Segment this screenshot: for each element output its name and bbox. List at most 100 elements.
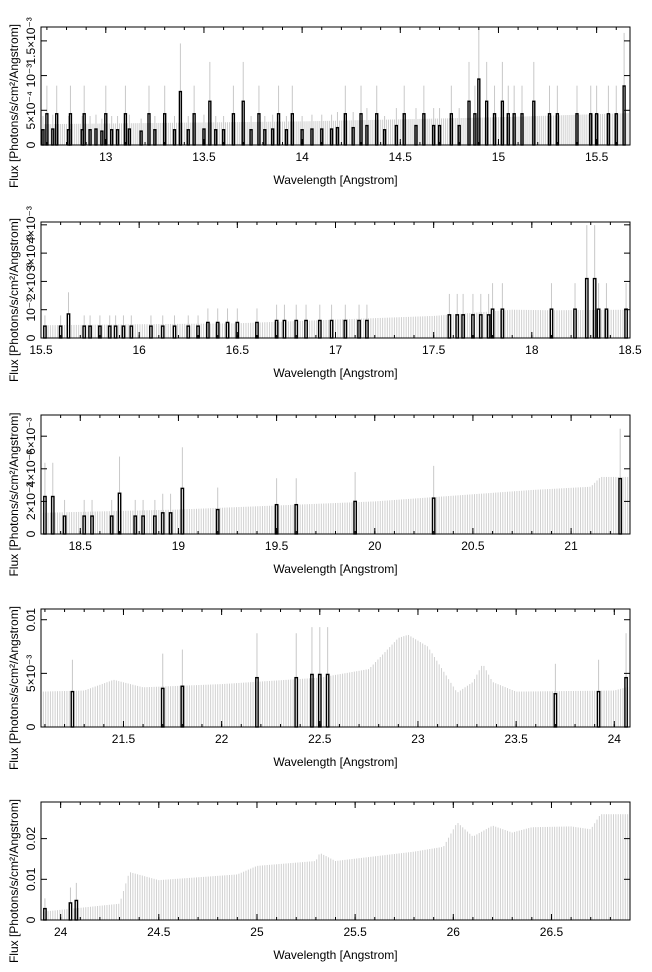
y-tick-label: 0 (24, 141, 38, 148)
x-tick-label: 18.5 (69, 539, 93, 553)
data-bin (70, 690, 75, 728)
x-tick-label: 26.5 (540, 925, 564, 939)
x-tick-label: 18 (525, 343, 539, 357)
x-tick-label: 16 (132, 343, 146, 357)
data-bin (549, 308, 554, 339)
x-axis-label: Wavelength [Angstrom] (273, 366, 397, 380)
x-tick-label: 18.5 (618, 343, 642, 357)
x-axis-label: Wavelength [Angstrom] (273, 948, 397, 962)
data-bin (113, 325, 118, 339)
x-tick-label: 21.5 (112, 732, 136, 746)
data-bin (447, 314, 452, 339)
plot-frame (40, 608, 631, 728)
x-tick-label: 22 (215, 732, 229, 746)
y-tick-label: 5×10⁻³ (24, 655, 38, 692)
data-bin (282, 319, 287, 339)
data-bin (160, 512, 165, 535)
chart-panel-3: 18.5 19 19.5 20 20.5 21 0 2×10⁻³4×10⁻³6×10⁻³ Wav… (7, 412, 631, 577)
data-bin (317, 673, 322, 728)
x-tick-label: 24 (54, 925, 68, 939)
data-bin (117, 492, 122, 535)
chart-panel-1: 13 13.5 14 14.5 15 15.5 0 5×10⁻⁴ 10⁻³1.5×10⁻³ Wav… (7, 17, 631, 188)
plot-frame (40, 26, 631, 146)
data-bin (152, 515, 157, 535)
x-tick-label: 20 (368, 539, 382, 553)
x-tick-label: 17 (329, 343, 343, 357)
data-bin (90, 515, 94, 535)
x-tick-label: 14.5 (389, 150, 413, 164)
data-bin (294, 503, 299, 535)
data-bin (431, 497, 436, 535)
data-bin (141, 515, 145, 535)
data-bin (43, 495, 47, 535)
y-tick-label: 2×10⁻³ (24, 483, 38, 520)
data-bin (66, 313, 71, 339)
x-tick-label: 19.5 (265, 539, 289, 553)
data-bin (255, 676, 259, 728)
x-tick-label: 15.5 (585, 150, 609, 164)
x-tick-label: 15 (492, 150, 506, 164)
data-bin (294, 676, 299, 728)
x-tick-label: 21 (564, 539, 578, 553)
y-tick-label: 0.01 (24, 608, 38, 632)
chart-panel-2: 15.5 16 16.5 17 17.5 18 18.5 0 10⁻³2×10⁻³3×10⁻³4… (7, 206, 642, 382)
data-bin (478, 314, 483, 339)
data-bin (353, 500, 358, 535)
x-tick-label: 15.5 (29, 343, 53, 357)
x-tick-label: 14 (295, 150, 309, 164)
data-bin (82, 515, 87, 535)
x-tick-label: 24 (608, 732, 622, 746)
y-tick-label: 4×10⁻³ (24, 450, 38, 487)
data-bin (149, 325, 153, 339)
x-axis-label: Wavelength [Angstrom] (273, 173, 397, 187)
model-errorbars (40, 113, 631, 145)
y-tick-label: 0.01 (24, 867, 38, 891)
data-bin (43, 325, 47, 339)
model-errorbars (40, 476, 629, 534)
y-tick-label: 10⁻³ (24, 298, 38, 322)
x-tick-label: 13.5 (192, 150, 216, 164)
x-tick-label: 16.5 (226, 343, 250, 357)
y-tick-label: 1.5×10⁻³ (24, 17, 38, 64)
data-bin (172, 325, 177, 339)
x-tick-label: 17.5 (422, 343, 446, 357)
x-axis-label: Wavelength [Angstrom] (273, 562, 397, 576)
data-bin (317, 319, 322, 339)
data-histogram (41, 29, 626, 146)
x-tick-label: 25 (250, 925, 264, 939)
y-tick-label: 2×10⁻³ (24, 263, 38, 300)
data-bin (329, 319, 334, 339)
data-bin (160, 325, 165, 339)
data-bin (624, 308, 628, 339)
y-tick-label: 3×10⁻³ (24, 234, 38, 271)
y-tick-label: 0 (24, 723, 38, 730)
y-axis-label: Flux [Photons/s/cm²/Angstrom] (7, 606, 21, 770)
y-tick-label: 4×10⁻³ (24, 206, 38, 243)
data-bin (82, 325, 87, 339)
y-axis-label: Flux [Photons/s/cm²/Angstrom] (7, 218, 21, 382)
x-tick-label: 13 (99, 150, 113, 164)
data-bin (186, 325, 191, 339)
model-errorbars (40, 634, 629, 727)
data-bin (553, 693, 558, 728)
x-tick-label: 22.5 (308, 732, 332, 746)
data-bin (596, 308, 601, 339)
data-bin (624, 676, 628, 728)
data-bin (129, 325, 134, 339)
y-axis-label: Flux [Photons/s/cm²/Angstrom] (7, 412, 21, 576)
data-bin (596, 690, 601, 728)
data-bin (490, 308, 495, 339)
y-axis-label: Flux [Photons/s/cm²/Angstrom] (7, 799, 21, 963)
y-tick-label: 0 (24, 916, 38, 923)
data-bin (325, 673, 330, 728)
data-bin (584, 277, 589, 339)
model-errorbars (40, 309, 629, 338)
chart-panel-5: 24 24.5 25 25.5 26 26.5 0 0.01 0.02 Wavelength [A… (7, 799, 631, 963)
x-axis-label: Wavelength [Angstrom] (273, 755, 397, 769)
data-histogram (43, 225, 628, 339)
data-bin (471, 314, 475, 339)
data-bin (43, 907, 47, 921)
x-tick-label: 25.5 (343, 925, 367, 939)
data-bin (573, 308, 577, 339)
x-tick-label: 23.5 (504, 732, 528, 746)
